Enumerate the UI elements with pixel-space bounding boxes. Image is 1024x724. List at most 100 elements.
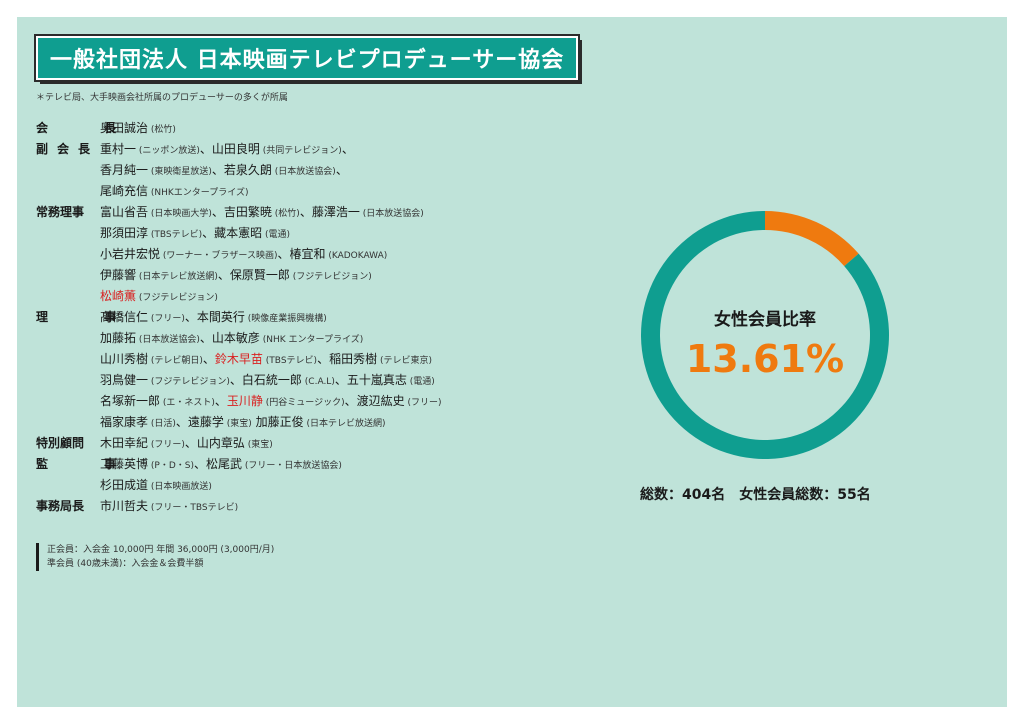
roster-row: 理 事髙橋信仁 (フリー)、本間英行 (映像産業振興機構) [36, 308, 596, 329]
affiliation: (ワーナー・ブラザース映画) [160, 251, 278, 261]
member-name: 、藤澤浩一 [299, 205, 360, 219]
fee-info: 正会員：入会金 10,000円 年間 36,000円 (3,000円/月) 準会… [36, 543, 274, 571]
fee-regular: 正会員：入会金 10,000円 年間 36,000円 (3,000円/月) [47, 545, 275, 555]
roster-row: 監 事工藤英博 (P・D・S)、松尾武 (フリー・日本放送協会) [36, 455, 596, 476]
affiliation: (ニッポン放送) [136, 146, 200, 156]
member-name: 伊藤響 [100, 268, 137, 282]
member-name: 髙橋信仁 [100, 310, 149, 324]
affiliation: (フリー) [404, 398, 442, 408]
roster-row: 特別顧問 木田幸紀 (フリー)、山内章弘 (東宝) [36, 434, 596, 455]
roster-row: 那須田淳 (TBSテレビ)、藏本憲昭 (電通) [36, 224, 596, 245]
member-totals: 総数：404名 女性会員総数：55名 [640, 484, 880, 504]
affiliation: (フリー・TBSテレビ) [148, 503, 239, 513]
member-names: 名塚新一郎 (エ・ネスト)、玉川静 (円谷ミュージック)、渡辺紘史 (フリー) [100, 392, 442, 409]
affiliation: (日本テレビ放送網) [136, 272, 218, 282]
member-name: 玉川静 [226, 394, 263, 408]
roster-row: 尾崎充信 (NHKエンタープライズ) [36, 182, 596, 203]
member-names: 福家康孝 (日活)、遠藤学 (東宝) 加藤正俊 (日本テレビ放送網) [100, 413, 386, 430]
member-name: 、若泉久朗 [211, 163, 272, 177]
member-names: 那須田淳 (TBSテレビ)、藏本憲昭 (電通) [100, 224, 290, 241]
affiliation: (フリー) [148, 314, 185, 324]
member-names: 木田幸紀 (フリー)、山内章弘 (東宝) [100, 434, 273, 451]
total-members: 総数：404名 [640, 487, 726, 503]
member-name: 、保原賢一郎 [217, 268, 290, 282]
affiliation: (C.A.L) [301, 377, 335, 387]
member-names: 重村一 (ニッポン放送)、山田良明 (共同テレビジョン)、 [100, 140, 354, 157]
member-names: 羽鳥健一 (フジテレビジョン)、白石統一郎 (C.A.L)、五十嵐真志 (電通) [100, 371, 435, 388]
member-name: 羽鳥健一 [100, 373, 149, 387]
affiliation: (日本映画放送) [148, 482, 212, 492]
female-ratio-donut-chart: 女性会員比率 13.61% [640, 211, 889, 459]
affiliation: (フリー) [148, 440, 185, 450]
member-names: 山川秀樹 (テレビ朝日)、鈴木早苗 (TBSテレビ)、稲田秀樹 (テレビ東京) [100, 350, 432, 367]
affiliation: (フジテレビジョン) [148, 377, 230, 387]
member-name: 、 [202, 352, 215, 366]
member-name: 、藏本憲昭 [202, 226, 263, 240]
member-names: 加藤拓 (日本放送協会)、山本敏彦 (NHK エンタープライズ) [100, 329, 363, 346]
member-names: 髙橋信仁 (フリー)、本間英行 (映像産業振興機構) [100, 308, 327, 325]
affiliation: (テレビ朝日) [148, 356, 203, 366]
member-name: 工藤英博 [100, 457, 149, 471]
roster-row: 事務局長 市川哲夫 (フリー・TBSテレビ) [36, 497, 596, 518]
member-name: 鈴木早苗 [214, 352, 263, 366]
affiliation: (松竹) [148, 125, 176, 135]
roster-row: 杉田成道 (日本映画放送) [36, 476, 596, 497]
role-label: 副会長 [36, 142, 100, 156]
member-name: 、白石統一郎 [229, 373, 302, 387]
fee-associate: 準会員 (40歳未満)：入会金＆会費半額 [47, 559, 204, 569]
affiliation: (円谷ミュージック) [262, 398, 345, 408]
role-label: 会 長 [36, 121, 143, 135]
member-name: 、遠藤学 [175, 415, 224, 429]
affiliation: (東映衛星放送) [148, 167, 212, 177]
affiliation: (日本放送協会) [359, 209, 424, 219]
affiliation: (フジテレビジョン) [289, 272, 372, 282]
member-name: 、吉田繁暁 [211, 205, 272, 219]
female-members-total: 女性会員総数：55名 [739, 487, 871, 503]
member-names: 市川哲夫 (フリー・TBSテレビ) [100, 497, 238, 514]
member-name: 加藤拓 [100, 331, 137, 345]
affiliation: (P・D・S) [148, 461, 194, 471]
member-name: 山川秀樹 [100, 352, 149, 366]
member-name: 松崎薫 [100, 289, 137, 303]
roster-row: 山川秀樹 (テレビ朝日)、鈴木早苗 (TBSテレビ)、稲田秀樹 (テレビ東京) [36, 350, 596, 371]
member-names: 松崎薫 (フジテレビジョン) [100, 287, 218, 304]
title-banner: 一般社団法人 日本映画テレビプロデューサー協会 [33, 34, 581, 82]
member-names: 工藤英博 (P・D・S)、松尾武 (フリー・日本放送協会) [100, 455, 342, 472]
officer-roster: 会 長奥田誠治 (松竹) 副会長 重村一 (ニッポン放送)、山田良明 (共同テレビジ… [36, 119, 596, 518]
member-name: 那須田淳 [100, 226, 149, 240]
member-names: 杉田成道 (日本映画放送) [100, 476, 212, 493]
affiliation: (映像産業振興機構) [244, 314, 327, 324]
affiliation: (KADOKAWA) [325, 251, 388, 261]
member-name: 杉田成道 [100, 478, 149, 492]
affiliation: (NHK エンタープライズ) [259, 335, 364, 345]
chart-title: 女性会員比率 [714, 309, 816, 330]
affiliation: (フリー・日本放送協会) [242, 461, 342, 471]
membership-note: ＊テレビ局、大手映画会社所属のプロデューサーの多くが所属 [36, 93, 288, 103]
affiliation: (フジテレビジョン) [136, 293, 218, 303]
member-name: 、渡辺紘史 [344, 394, 405, 408]
affiliation: (松竹) [271, 209, 300, 219]
role-label: 監 事 [36, 457, 143, 471]
member-name: 加藤正俊 [251, 415, 304, 429]
affiliation: (東宝) [223, 419, 252, 429]
roster-row: 名塚新一郎 (エ・ネスト)、玉川静 (円谷ミュージック)、渡辺紘史 (フリー) [36, 392, 596, 413]
member-name: 香月純一 [100, 163, 149, 177]
member-name: 、松尾武 [193, 457, 242, 471]
member-names: 富山省吾 (日本映画大学)、吉田繁暁 (松竹)、藤澤浩一 (日本放送協会) [100, 203, 424, 220]
affiliation: (日活) [148, 419, 176, 429]
member-name: 、椿宜和 [277, 247, 326, 261]
affiliation: (NHKエンタープライズ) [148, 188, 249, 198]
page-title: 一般社団法人 日本映画テレビプロデューサー協会 [50, 48, 565, 73]
member-name: 市川哲夫 [100, 499, 149, 513]
role-label: 常務理事 [36, 205, 85, 219]
member-name: 、五十嵐真志 [334, 373, 407, 387]
member-name: 小岩井宏悦 [100, 247, 161, 261]
affiliation: (テレビ東京) [377, 356, 432, 366]
member-names: 香月純一 (東映衛星放送)、若泉久朗 (日本放送協会)、 [100, 161, 348, 178]
affiliation: (日本映画大学) [148, 209, 212, 219]
affiliation: (電通) [262, 230, 291, 240]
member-names: 伊藤響 (日本テレビ放送網)、保原賢一郎 (フジテレビジョン) [100, 266, 372, 283]
roster-row: 加藤拓 (日本放送協会)、山本敏彦 (NHK エンタープライズ) [36, 329, 596, 350]
member-name: 富山省吾 [100, 205, 149, 219]
roster-row: 松崎薫 (フジテレビジョン) [36, 287, 596, 308]
